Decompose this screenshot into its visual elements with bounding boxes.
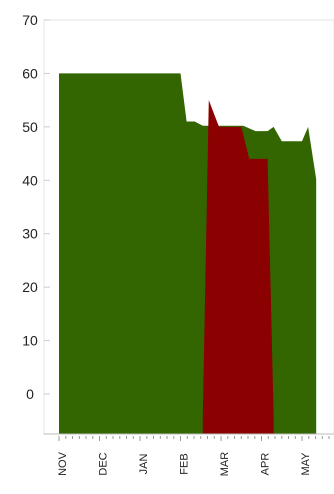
x-tick-label: MAY xyxy=(300,452,312,476)
series-layer xyxy=(59,73,317,435)
x-tick-label: MAR xyxy=(219,452,231,477)
x-tick-label: APR xyxy=(259,453,271,476)
x-tick-label: NOV xyxy=(57,451,69,476)
y-tick-label: 10 xyxy=(22,333,38,349)
series-area-1 xyxy=(202,100,274,434)
y-tick-label: 40 xyxy=(22,172,38,188)
x-tick-label: DEC xyxy=(97,452,109,475)
x-axis: NOV DEC JAN FEB MAR APR MAY xyxy=(44,433,334,477)
y-tick-label: 0 xyxy=(26,386,34,402)
x-tick-label: FEB xyxy=(178,453,190,474)
y-axis: 70 60 50 40 30 20 10 0 xyxy=(22,12,50,402)
x-tick-label: JAN xyxy=(138,454,150,475)
y-tick-label: 50 xyxy=(22,119,38,135)
y-tick-label: 60 xyxy=(22,65,38,81)
y-tick-label: 20 xyxy=(22,279,38,295)
y-tick-label: 30 xyxy=(22,226,38,242)
y-tick-label: 70 xyxy=(22,12,38,28)
